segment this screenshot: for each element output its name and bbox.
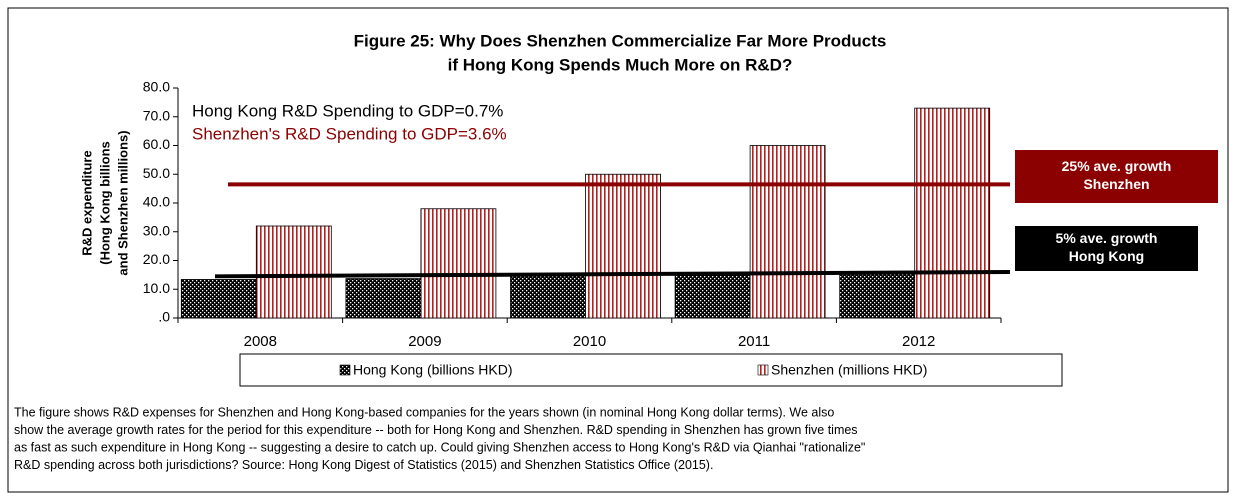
x-tick-label: 2012 xyxy=(902,333,935,350)
x-tick-label: 2010 xyxy=(573,333,606,350)
trend-label: 5% ave. growth xyxy=(1056,230,1158,246)
legend xyxy=(239,353,1063,387)
bar xyxy=(510,275,586,319)
y-tick-label: 50.0 xyxy=(143,165,170,181)
legend-label: Shenzhen (millions HKD) xyxy=(771,362,927,378)
bar xyxy=(839,272,916,319)
bar xyxy=(345,278,422,319)
legend-label: Hong Kong (billions HKD) xyxy=(353,362,513,378)
caption: show the average growth rates for the pe… xyxy=(14,423,858,437)
bar xyxy=(914,107,991,319)
trend-label: Shenzhen xyxy=(1083,176,1149,192)
legend-swatch xyxy=(339,364,351,376)
bar xyxy=(674,273,751,319)
y-tick-label: 20.0 xyxy=(143,251,170,267)
annotation: Hong Kong R&D Spending to GDP=0.7% xyxy=(192,101,503,120)
bar xyxy=(255,225,332,319)
bar xyxy=(180,279,257,319)
x-tick-label: 2009 xyxy=(408,333,441,350)
caption: as fast as such expenditure in Hong Kong… xyxy=(14,440,865,454)
trend-label-box xyxy=(1015,150,1218,203)
y-tick-label: 40.0 xyxy=(143,194,170,210)
bar xyxy=(420,208,497,319)
y-tick-label: 60.0 xyxy=(143,136,170,152)
x-tick-label: 2008 xyxy=(244,333,277,350)
bar xyxy=(749,145,826,319)
trend-label-box xyxy=(1015,226,1198,271)
chart-title: if Hong Kong Spends Much More on R&D? xyxy=(448,55,793,74)
bar xyxy=(585,173,661,319)
y-tick-label: 30.0 xyxy=(143,222,170,238)
y-axis-label: and Shenzhen millions) xyxy=(115,130,130,275)
caption: The figure shows R&D expenses for Shenzh… xyxy=(14,405,834,419)
y-tick-label: .0 xyxy=(158,309,170,325)
trend-label: Hong Kong xyxy=(1069,248,1144,264)
y-axis-label: (Hong Kong billions xyxy=(97,141,112,264)
y-axis-label: R&D expenditure xyxy=(79,150,94,255)
chart-title: Figure 25: Why Does Shenzhen Commerciali… xyxy=(354,31,887,50)
y-tick-label: 70.0 xyxy=(143,107,170,123)
trend-line xyxy=(214,270,1011,279)
y-tick-label: 80.0 xyxy=(143,79,170,95)
x-tick-label: 2011 xyxy=(738,333,770,350)
y-tick-label: 10.0 xyxy=(143,280,170,296)
annotation: Shenzhen's R&D Spending to GDP=3.6% xyxy=(192,124,507,143)
caption: R&D spending across both jurisdictions? … xyxy=(14,458,713,472)
trend-label: 25% ave. growth xyxy=(1062,158,1172,174)
legend-swatch xyxy=(757,364,769,376)
